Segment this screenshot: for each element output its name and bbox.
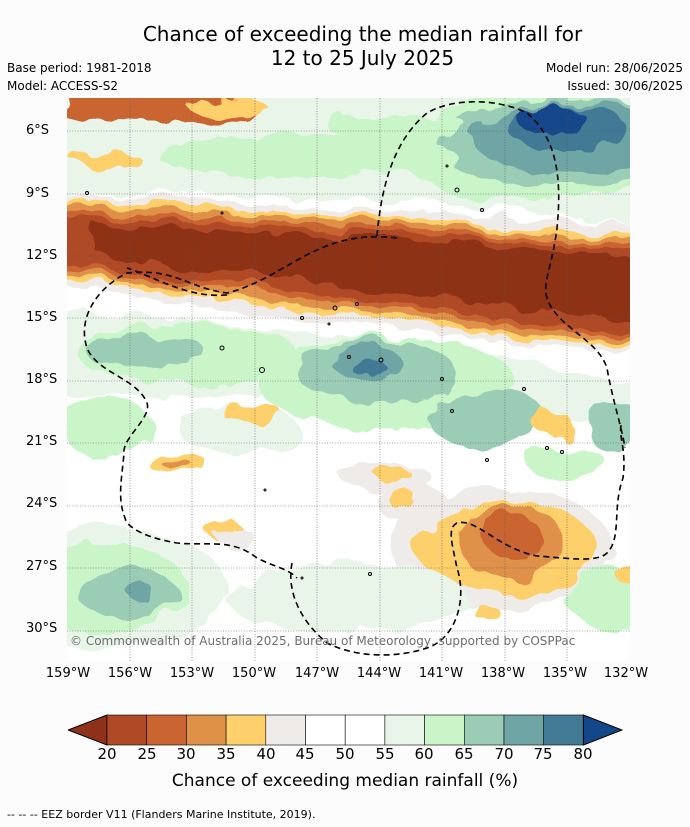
dry-se-30: [482, 516, 542, 556]
colorbar-bin-20: [106, 714, 148, 746]
colorbar-tick-75: 75: [533, 745, 553, 763]
map-plot: © Commonwealth of Australia 2025, Bureau…: [67, 98, 630, 661]
dry-patch-3: [162, 459, 192, 469]
lat-tick-18s: 18°S: [26, 372, 58, 387]
lat-tick-27s: 27°S: [26, 559, 58, 574]
eez-border-west: [83, 235, 398, 579]
colorbar-bin-65: [463, 714, 505, 746]
dry-patch-5: [374, 466, 410, 480]
lon-tick-144w: 144°W: [356, 666, 402, 681]
eez-footnote: -- -- -- EEZ border V11 (Flanders Marine…: [7, 808, 316, 821]
colorbar-bin-25: [146, 714, 187, 746]
model-run: Model run: 28/06/2025: [545, 61, 683, 75]
wet-se-edge: [567, 568, 630, 628]
lon-tick-147w: 147°W: [294, 666, 340, 681]
colorbar-tick-55: 55: [375, 745, 395, 763]
islands: [85, 164, 564, 580]
colorbar-tick-70: 70: [494, 745, 514, 763]
colorbar-tick-45: 45: [295, 745, 315, 763]
colorbar-bin-35: [225, 714, 267, 746]
rainfall-field: [67, 98, 630, 648]
colorbar-bin-60: [424, 714, 465, 746]
lon-tick-150w: 150°W: [231, 666, 277, 681]
colorbar-tick-20: 20: [97, 745, 117, 763]
lat-tick-6s: 6°S: [26, 123, 50, 138]
lon-tick-156w: 156°W: [107, 666, 153, 681]
meta-right: Model run: 28/06/2025 Issued: 30/06/2025: [546, 59, 683, 95]
meta-left: Base period: 1981-2018 Model: ACCESS-S2: [7, 59, 152, 95]
dry-patch-1: [222, 403, 282, 423]
wet-patch-e-edge: [587, 403, 630, 453]
lon-tick-141w: 141°W: [418, 666, 464, 681]
eez-border-north: [376, 101, 626, 449]
graticule: [67, 98, 630, 661]
lon-tick-153w: 153°W: [169, 666, 215, 681]
lon-tick-132w: 132°W: [603, 666, 649, 681]
colorbar-high-extend: [582, 714, 623, 746]
wet-s-65: [227, 563, 467, 633]
base-period: Base period: 1981-2018: [7, 61, 152, 75]
dry-patch-nw-40: [72, 152, 142, 168]
colorbar-tick-60: 60: [414, 745, 434, 763]
lat-tick-21s: 21°S: [26, 434, 58, 449]
colorbar-tick-50: 50: [335, 745, 355, 763]
colorbar-tick-40: 40: [256, 745, 276, 763]
eez-borders: [83, 101, 626, 656]
colorbar-bin-70: [503, 714, 545, 746]
dry-patch-8: [390, 491, 418, 511]
colorbar-tick-35: 35: [216, 745, 236, 763]
colorbar-bin-55: [384, 714, 425, 746]
wet-sw-75: [130, 583, 154, 603]
colorbar-label: Chance of exceeding median rainfall (%): [171, 771, 519, 791]
eez-border-west-upper: [126, 267, 228, 297]
model-name: Model: ACCESS-S2: [7, 79, 119, 93]
colorbar-tick-30: 30: [176, 745, 196, 763]
lon-tick-159w: 159°W: [45, 666, 91, 681]
wet-patch-ne-85: [517, 106, 587, 134]
colorbar-bin-40: [265, 714, 306, 746]
colorbar-bin-75: [543, 714, 584, 746]
dry-s-2: [217, 530, 257, 546]
wet-patch-nw: [157, 134, 457, 178]
colorbar-low-extend: [68, 714, 108, 746]
eez-border-south: [290, 422, 625, 656]
colorbar-tick-80: 80: [573, 745, 593, 763]
lat-tick-12s: 12°S: [26, 248, 58, 263]
lat-tick-9s: 9°S: [26, 186, 50, 201]
colorbar: [68, 714, 623, 746]
dry-e-edge: [619, 559, 630, 587]
wet-patch-central-70: [87, 335, 207, 371]
dry-patch-nw-35: [187, 98, 267, 114]
wet-patch-east: [427, 390, 547, 446]
lat-tick-24s: 24°S: [26, 496, 58, 511]
chart-title: Chance of exceeding the median rainfall …: [0, 22, 690, 70]
wet-patch-centre-80: [351, 360, 387, 376]
wet-patch-n: [327, 112, 467, 140]
dry-band-20: [97, 226, 630, 317]
lon-tick-138w: 138°W: [480, 666, 526, 681]
title-line-1: Chance of exceeding the median rainfall …: [142, 22, 583, 46]
colorbar-bin-45: [305, 714, 346, 746]
lat-tick-30s: 30°S: [26, 621, 58, 636]
lat-tick-15s: 15°S: [26, 310, 58, 325]
colorbar-tick-65: 65: [454, 745, 474, 763]
colorbar-bin-30: [186, 714, 227, 746]
issued-date: Issued: 30/06/2025: [567, 79, 683, 93]
copyright-note: © Commonwealth of Australia 2025, Bureau…: [70, 634, 575, 648]
lon-tick-135w: 135°W: [542, 666, 588, 681]
colorbar-tick-25: 25: [137, 745, 157, 763]
wet-sw-70: [77, 568, 177, 618]
dry-s-1: [475, 604, 499, 622]
dry-patch-6: [534, 409, 570, 437]
colorbar-bin-50: [344, 714, 386, 746]
title-line-2: 12 to 25 July 2025: [270, 46, 455, 70]
